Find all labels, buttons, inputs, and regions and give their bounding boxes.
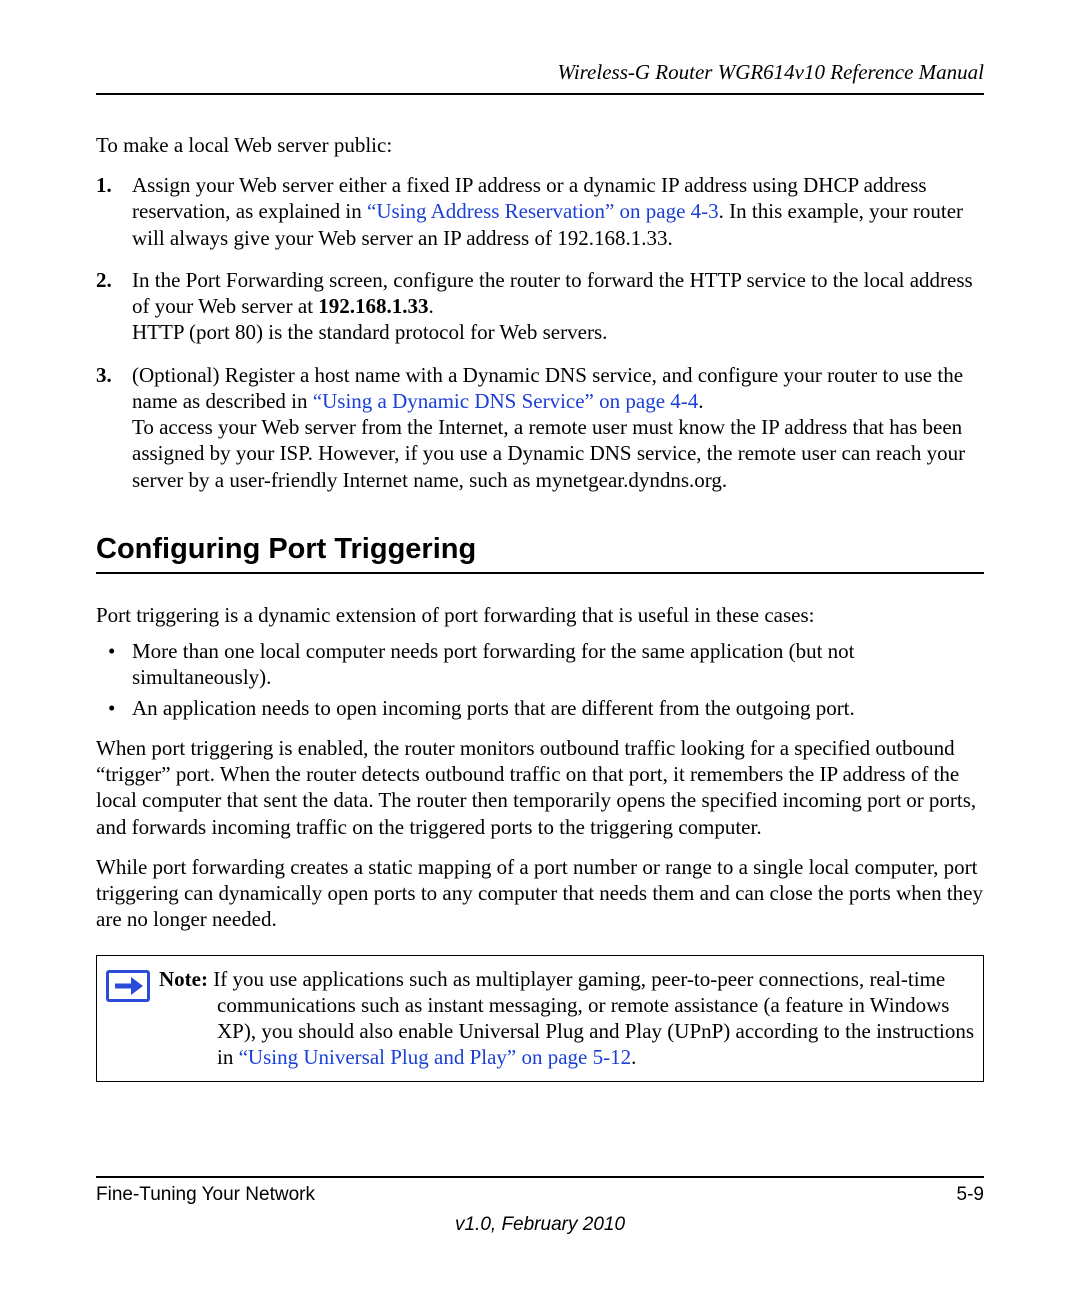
note-box: Note: If you use applications such as mu… (96, 955, 984, 1082)
body-paragraph: While port forwarding creates a static m… (96, 854, 984, 933)
header-title: Wireless-G Router WGR614v10 Reference Ma… (558, 60, 985, 84)
section-heading: Configuring Port Triggering (96, 533, 984, 574)
step-text: To access your Web server from the Inter… (132, 415, 965, 492)
step-2: 2. In the Port Forwarding screen, config… (96, 267, 984, 346)
footer-rule (96, 1176, 984, 1178)
step-number: 3. (96, 362, 112, 388)
ip-address: 192.168.1.33 (318, 294, 428, 318)
bullet-list: More than one local computer needs port … (96, 638, 984, 721)
note-icon-cell (97, 956, 159, 1081)
step-text: HTTP (port 80) is the standard protocol … (132, 320, 607, 344)
note-label: Note: (159, 967, 208, 991)
cross-reference-link[interactable]: “Using Address Reservation” on page 4-3 (367, 199, 719, 223)
step-number: 1. (96, 172, 112, 198)
cross-reference-link[interactable]: “Using a Dynamic DNS Service” on page 4-… (313, 389, 698, 413)
step-text: In the Port Forwarding screen, configure… (132, 268, 973, 318)
cross-reference-link[interactable]: “Using Universal Plug and Play” on page … (239, 1045, 632, 1069)
page-header: Wireless-G Router WGR614v10 Reference Ma… (96, 60, 984, 95)
arrow-icon (106, 970, 150, 1002)
numbered-steps: 1. Assign your Web server either a fixed… (96, 172, 984, 493)
step-3: 3. (Optional) Register a host name with … (96, 362, 984, 493)
body-paragraph: When port triggering is enabled, the rou… (96, 735, 984, 840)
body-paragraph: Port triggering is a dynamic extension o… (96, 602, 984, 628)
step-1: 1. Assign your Web server either a fixed… (96, 172, 984, 251)
list-item: An application needs to open incoming po… (96, 695, 984, 721)
step-number: 2. (96, 267, 112, 293)
footer-line: Fine-Tuning Your Network 5-9 (96, 1184, 984, 1206)
note-body: . (631, 1045, 636, 1069)
document-page: Wireless-G Router WGR614v10 Reference Ma… (0, 0, 1080, 1296)
page-footer: Fine-Tuning Your Network 5-9 v1.0, Febru… (96, 1176, 984, 1236)
footer-chapter: Fine-Tuning Your Network (96, 1184, 315, 1206)
list-item: More than one local computer needs port … (96, 638, 984, 691)
note-text: Note: If you use applications such as mu… (159, 956, 983, 1081)
footer-version: v1.0, February 2010 (96, 1214, 984, 1236)
step-text: . (429, 294, 434, 318)
footer-page-number: 5-9 (957, 1184, 984, 1206)
intro-text: To make a local Web server public: (96, 133, 984, 158)
step-text: . (698, 389, 703, 413)
